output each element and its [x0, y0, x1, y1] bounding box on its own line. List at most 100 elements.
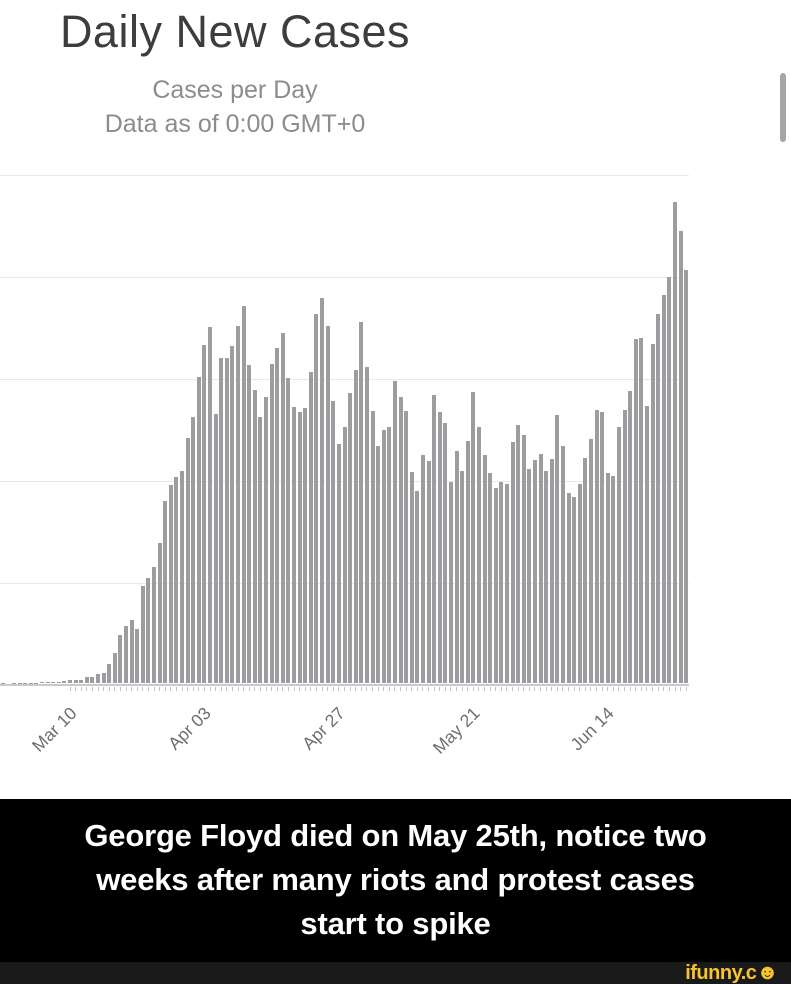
axis-tick	[349, 687, 351, 691]
axis-tick	[512, 687, 514, 691]
daily-cases-bar	[90, 676, 95, 683]
daily-cases-bar	[163, 501, 168, 683]
daily-cases-bar	[510, 441, 515, 683]
axis-tick	[400, 687, 402, 691]
axis-tick	[422, 687, 424, 691]
axis-tick	[472, 687, 474, 691]
axis-tick	[601, 687, 603, 691]
daily-cases-bar	[336, 443, 341, 683]
daily-cases-bar	[236, 326, 241, 683]
daily-cases-bar	[252, 389, 257, 683]
axis-tick	[646, 687, 648, 691]
daily-cases-bar	[320, 298, 325, 683]
daily-cases-bar	[124, 625, 129, 683]
daily-cases-bar	[594, 409, 599, 683]
axis-tick	[103, 687, 105, 691]
axis-tick	[108, 687, 110, 691]
axis-tick	[523, 687, 525, 691]
gridline	[0, 379, 689, 380]
axis-tick	[590, 687, 592, 691]
daily-cases-bar	[538, 453, 543, 683]
daily-cases-bar	[476, 426, 481, 683]
axis-tick	[500, 687, 502, 691]
axis-tick	[657, 687, 659, 691]
daily-cases-bar	[303, 407, 308, 683]
daily-cases-bar	[224, 357, 229, 683]
daily-cases-bar	[40, 682, 44, 683]
daily-cases-bar	[107, 664, 112, 683]
daily-cases-bar	[45, 681, 50, 683]
axis-tick	[416, 687, 418, 691]
axis-tick	[181, 687, 183, 691]
daily-cases-bar	[628, 390, 633, 683]
axis-tick	[360, 687, 362, 691]
daily-cases-bar	[364, 367, 369, 683]
daily-cases-bar	[684, 269, 689, 683]
axis-tick	[478, 687, 480, 691]
axis-tick	[461, 687, 463, 691]
axis-tick	[624, 687, 626, 691]
daily-cases-bar	[488, 472, 493, 683]
axis-tick	[254, 687, 256, 691]
axis-tick	[439, 687, 441, 691]
daily-cases-bar	[622, 409, 627, 683]
axis-tick	[377, 687, 379, 691]
daily-cases-bar	[112, 652, 117, 683]
axis-tick	[344, 687, 345, 691]
daily-cases-bar	[588, 438, 593, 683]
axis-tick	[136, 687, 138, 691]
axis-tick	[618, 687, 620, 691]
daily-cases-bar	[258, 417, 263, 683]
axis-tick	[629, 687, 631, 691]
daily-cases-bar	[101, 672, 106, 683]
daily-cases-bar	[264, 397, 269, 683]
axis-tick	[467, 687, 469, 691]
scrollbar-thumb[interactable]	[780, 73, 786, 142]
daily-cases-bar	[135, 628, 140, 683]
daily-cases-bar	[432, 395, 437, 683]
daily-cases-bar	[572, 497, 577, 683]
axis-tick	[517, 687, 519, 691]
caption-text-line-3: start to spike	[300, 906, 491, 941]
axis-tick	[220, 687, 222, 691]
axis-tick	[198, 687, 200, 691]
axis-tick	[282, 687, 284, 691]
axis-tick	[607, 687, 609, 691]
daily-cases-bar	[51, 681, 56, 683]
x-axis-labels: Mar 10 Apr 03 Apr 27 May 21 Jun 14	[0, 685, 689, 785]
axis-tick	[310, 687, 312, 691]
daily-cases-bar	[353, 369, 358, 683]
axis-tick	[332, 687, 334, 691]
x-axis-label: May 21	[428, 703, 484, 758]
x-axis-label: Jun 14	[566, 703, 618, 755]
axis-tick	[304, 687, 306, 691]
axis-tick	[551, 687, 553, 691]
daily-cases-bar	[208, 327, 213, 683]
daily-cases-bar	[661, 295, 666, 683]
axis-tick	[685, 687, 687, 691]
daily-cases-bar	[185, 437, 190, 683]
daily-cases-bar	[79, 679, 84, 683]
daily-cases-bar	[157, 542, 162, 683]
axis-tick	[635, 687, 637, 691]
daily-cases-bar	[280, 333, 285, 683]
axis-tick	[192, 687, 194, 691]
daily-cases-bar	[68, 679, 73, 683]
axis-tick	[170, 687, 172, 691]
caption-band: George Floyd died on May 25th, notice tw…	[0, 799, 791, 962]
axis-tick	[674, 687, 676, 691]
daily-new-cases-bar-chart	[0, 175, 689, 691]
daily-cases-bar	[616, 426, 621, 683]
daily-cases-bar	[493, 487, 498, 683]
axis-tick	[75, 687, 77, 691]
daily-cases-bar	[331, 401, 336, 683]
x-axis-label: Mar 10	[27, 703, 81, 756]
axis-tick	[663, 687, 665, 691]
axis-tick	[495, 687, 497, 691]
axis-tick	[231, 687, 233, 691]
daily-cases-bar	[202, 345, 207, 683]
daily-cases-bar	[56, 681, 61, 683]
daily-cases-bar	[118, 635, 123, 683]
axis-tick	[209, 687, 211, 691]
daily-cases-bar	[521, 435, 526, 683]
